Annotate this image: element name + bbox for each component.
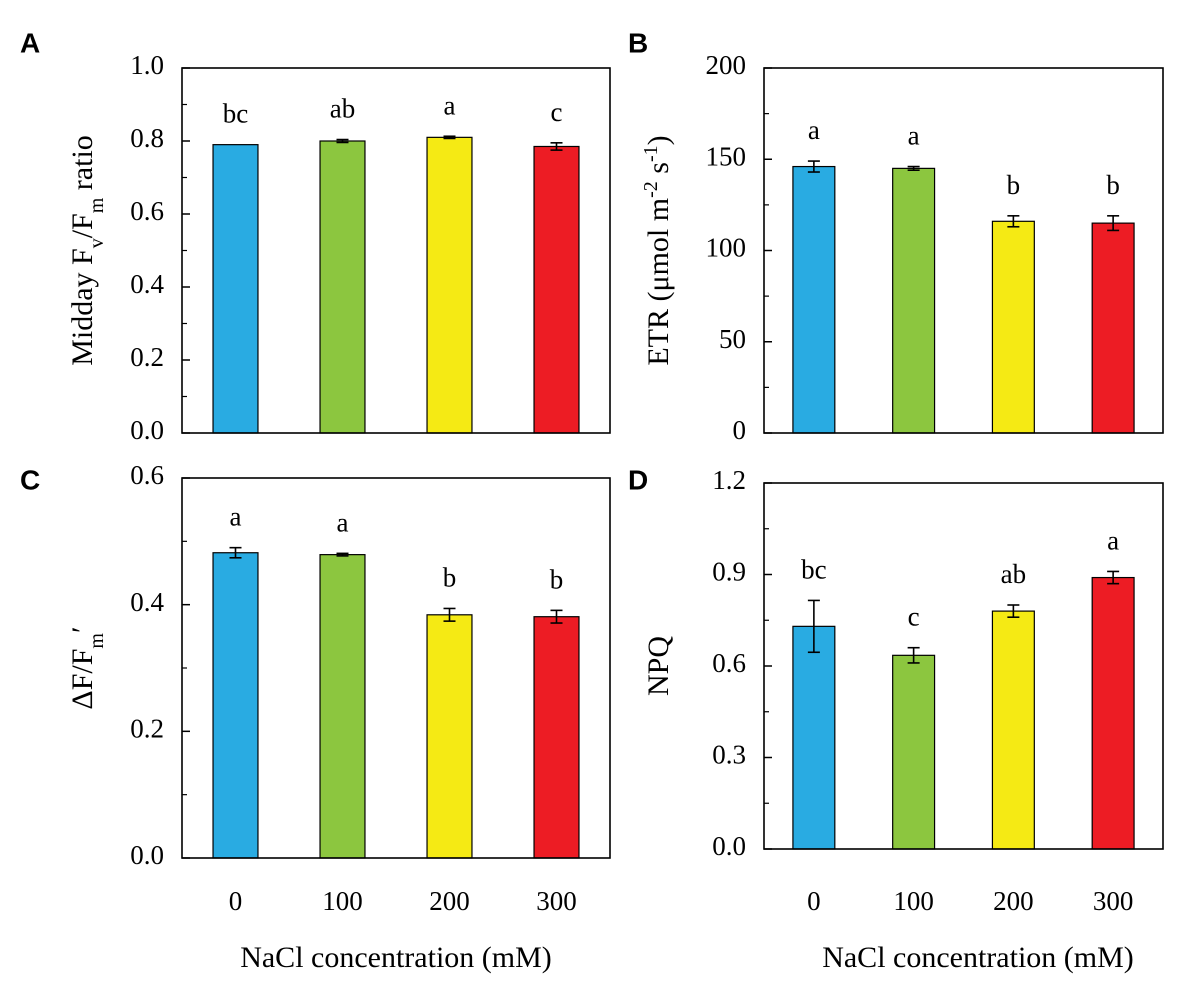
x-axis-title: NaCl concentration (mM): [240, 941, 552, 974]
plot-frame: [763, 67, 1164, 434]
x-tick-label: 200: [993, 886, 1034, 916]
bar: [991, 220, 1035, 434]
significance-label: a: [908, 121, 920, 151]
bar: [892, 654, 936, 850]
significance-label: ab: [330, 94, 355, 124]
significance-label: b: [443, 562, 457, 592]
significance-label: a: [230, 502, 242, 532]
bar: [426, 136, 473, 434]
y-tick-label: 0.6: [712, 648, 746, 678]
x-tick-label: 0: [229, 886, 243, 916]
bar: [1091, 576, 1135, 850]
x-tick-label: 300: [1093, 886, 1134, 916]
bar: [1091, 222, 1135, 434]
x-tick-label: 300: [536, 886, 577, 916]
x-tick-label: 100: [893, 886, 934, 916]
panel-c: C 0.0 0.2 0.4 0.6 a 0 a 100 b 200 b 300 ΔF/Fm′ NaCl co…: [20, 460, 611, 974]
significance-label: b: [550, 564, 564, 594]
significance-label: a: [444, 90, 456, 120]
panel-letter: C: [20, 464, 40, 495]
y-tick-label: 0.4: [130, 587, 164, 617]
y-tick-label: 0.8: [130, 123, 164, 153]
x-tick-label: 100: [322, 886, 363, 916]
significance-label: b: [1007, 170, 1021, 200]
panel-letter: D: [628, 464, 648, 495]
y-axis-title: ΔF/Fm′: [66, 626, 108, 709]
y-tick-label: 150: [706, 141, 747, 171]
y-tick-label: 100: [706, 233, 747, 263]
y-tick-label: 0.4: [130, 269, 164, 299]
significance-label: ab: [1001, 559, 1026, 589]
significance-label: c: [908, 602, 920, 632]
x-tick-label: 0: [807, 886, 821, 916]
bar: [991, 610, 1035, 850]
y-tick-label: 0.0: [130, 415, 164, 445]
bar: [319, 140, 366, 434]
plot-frame: [181, 67, 611, 434]
y-axis-title: ETR (μmol m-2 s-1): [640, 135, 675, 365]
plot-frame: [181, 477, 611, 859]
bar: [319, 554, 366, 859]
bar: [533, 616, 580, 859]
plot-frame: [763, 482, 1164, 850]
bar: [533, 145, 580, 434]
y-tick-label: 200: [706, 50, 747, 80]
bar: [426, 614, 473, 859]
y-axis-title: Midday Fv/Fm ratio: [66, 135, 108, 366]
y-axis-title: NPQ: [642, 636, 675, 696]
significance-label: c: [551, 97, 563, 127]
bar: [892, 167, 936, 434]
y-tick-label: 0.0: [712, 831, 746, 861]
panel-letter: A: [20, 27, 40, 58]
significance-label: a: [808, 115, 820, 145]
y-tick-label: 0.6: [130, 460, 164, 490]
bar: [212, 552, 259, 859]
panel-letter: B: [628, 27, 648, 58]
bar: [792, 165, 836, 434]
y-tick-label: 50: [719, 324, 746, 354]
significance-label: b: [1106, 170, 1120, 200]
panel-d: D 0.0 0.3 0.6 0.9 1.2 bc 0 c 100 ab 200 a 300 NPQ NaCl …: [628, 464, 1164, 974]
y-tick-label: 0: [733, 415, 747, 445]
y-tick-label: 0.9: [712, 557, 746, 587]
significance-label: a: [1107, 525, 1119, 555]
significance-label: bc: [801, 554, 827, 584]
y-tick-label: 0.2: [130, 342, 164, 372]
significance-label: a: [337, 507, 349, 537]
panel-b: B 0 50 100 150 200 a a b b ETR (μmol m-2 s-1): [628, 27, 1164, 445]
y-tick-label: 0.6: [130, 196, 164, 226]
y-tick-label: 1.0: [130, 50, 164, 80]
y-tick-label: 0.3: [712, 740, 746, 770]
y-tick-label: 0.2: [130, 714, 164, 744]
bar: [792, 625, 836, 850]
bar: [212, 144, 259, 434]
significance-label: bc: [223, 99, 249, 129]
x-axis-title: NaCl concentration (mM): [822, 941, 1134, 974]
x-tick-label: 200: [429, 886, 470, 916]
panel-a: A 0.0 0.2 0.4 0.6 0.8 1.0 bc ab a c Midday Fv/Fm ra…: [20, 27, 611, 445]
y-tick-label: 1.2: [712, 465, 746, 495]
y-tick-label: 0.0: [130, 840, 164, 870]
